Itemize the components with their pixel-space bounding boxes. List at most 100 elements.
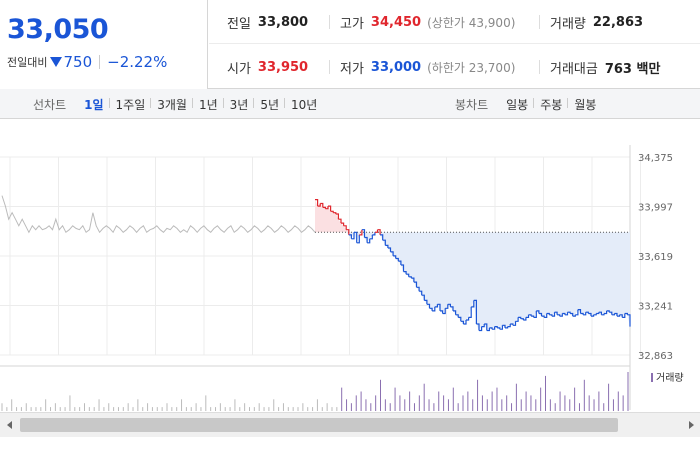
tab-line-6[interactable]: 10년 [284, 96, 323, 113]
price-segment [440, 310, 444, 314]
price-segment [598, 311, 602, 315]
tab-line-2[interactable]: 3개월 [150, 96, 193, 113]
price-segment [359, 229, 363, 236]
scroll-right-button[interactable] [683, 417, 699, 433]
price-segment [426, 303, 431, 309]
stat-value: 22,863 [592, 14, 644, 30]
price-segment [369, 234, 373, 240]
price-segment [382, 239, 386, 246]
stat-value: 34,450 [370, 14, 422, 30]
price-segment [466, 317, 470, 321]
price-segment [390, 251, 394, 256]
price-segment [479, 326, 483, 332]
price-segment [434, 304, 438, 308]
price-segment [627, 314, 631, 327]
change-percent: −2.22% [107, 53, 168, 71]
price-segment [609, 311, 613, 315]
stat-low: 저가 33,000 (하한가 23,700) [329, 59, 515, 77]
price-segment [577, 309, 582, 314]
tab-line-3[interactable]: 1년 [191, 96, 224, 113]
volume-legend-label: 거래량 [656, 372, 684, 384]
stat-label: 거래량 [550, 16, 586, 32]
stat-volume: 거래량 22,863 [539, 14, 644, 32]
price-segment [317, 203, 321, 207]
price-segment [463, 320, 467, 325]
price-segment [400, 264, 405, 272]
stat-value: 33,800 [257, 14, 309, 30]
price-chart: 34,375 33,997 33,619 33,241 32,863 거래량 [0, 120, 700, 412]
tab-candle-1[interactable]: 주봉 [533, 96, 568, 113]
stat-trade-amount: 거래대금 763 백만 [539, 60, 661, 77]
price-segment [520, 318, 524, 320]
price-segment [554, 311, 558, 315]
price-segment [351, 232, 355, 240]
current-price: 33,050 [7, 14, 109, 45]
price-segment [499, 325, 503, 330]
price-chart-svg: 34,375 33,997 33,619 33,241 32,863 거래량 [0, 145, 684, 411]
price-segment [468, 306, 472, 318]
price-segment [442, 308, 446, 315]
price-segment [445, 304, 449, 309]
price-segment [588, 312, 592, 317]
price-segment [356, 234, 360, 244]
price-segment [614, 312, 618, 317]
scroll-left-button[interactable] [1, 417, 17, 433]
tab-candle-0[interactable]: 일봉 [506, 97, 529, 112]
price-segment [338, 218, 342, 224]
price-segment [458, 316, 462, 322]
line-chart-label: 선차트 [33, 97, 67, 112]
chevron-left-icon [6, 421, 12, 429]
candle-chart-label: 봉차트 [455, 97, 489, 112]
price-segment [429, 307, 433, 311]
chart-tab-bar: 선차트 1일 1주일 3개월 1년 3년 5년 10년 봉차트 일봉 주봉 월봉 [0, 89, 700, 119]
price-segment [419, 290, 423, 296]
change-row: 전일대비 750 −2.22% [7, 53, 167, 71]
price-segment [544, 313, 548, 318]
price-segment [525, 314, 530, 318]
stats-panel: 전일 33,800 고가 34,450 (상한가 43,900) 거래량 22,… [209, 0, 700, 89]
price-segment [551, 312, 556, 317]
y-tick-label: 33,997 [638, 203, 673, 214]
price-segment [533, 310, 537, 318]
price-segment [328, 205, 332, 212]
tab-line-0[interactable]: 1일 [84, 97, 104, 112]
price-segment [604, 310, 608, 315]
tab-line-1[interactable]: 1주일 [108, 96, 152, 113]
tab-candle-2[interactable]: 월봉 [567, 96, 602, 113]
price-segment [421, 294, 425, 301]
price-segment [380, 234, 384, 241]
divider [99, 55, 101, 69]
price-segment [455, 314, 459, 318]
chart-scrollbar[interactable] [0, 412, 700, 437]
price-segment [374, 229, 379, 233]
stat-value: 763 백만 [604, 61, 661, 77]
price-segment [622, 313, 626, 318]
price-segment [559, 313, 563, 317]
price-segment [460, 320, 464, 324]
price-segment [377, 229, 381, 235]
price-segment [408, 276, 412, 279]
tab-line-5[interactable]: 5년 [253, 96, 285, 113]
price-segment [424, 299, 428, 305]
up-fill-area [315, 199, 630, 233]
stat-label: 거래대금 [550, 61, 598, 77]
price-segment [549, 314, 553, 317]
price-segment [385, 244, 389, 248]
price-segment [341, 222, 345, 226]
price-segment [403, 271, 407, 275]
stat-open: 시가 33,950 [227, 45, 308, 89]
price-segment [536, 310, 540, 314]
tab-line-4[interactable]: 3년 [222, 96, 255, 113]
stat-label: 전일 [227, 16, 251, 32]
price-segment [564, 312, 569, 316]
stat-label: 저가 [340, 61, 364, 77]
scroll-thumb[interactable] [20, 418, 618, 432]
stat-high: 고가 34,450 (상한가 43,900) [329, 14, 516, 32]
price-box: 33,050 전일대비 750 −2.22% [0, 0, 208, 89]
down-fill-area [315, 232, 630, 331]
price-segment [453, 310, 457, 315]
stat-value: 33,000 [370, 59, 422, 75]
stat-sub: (상한가 43,900) [427, 15, 516, 30]
stat-value: 33,950 [257, 59, 309, 75]
price-segment [471, 300, 475, 308]
